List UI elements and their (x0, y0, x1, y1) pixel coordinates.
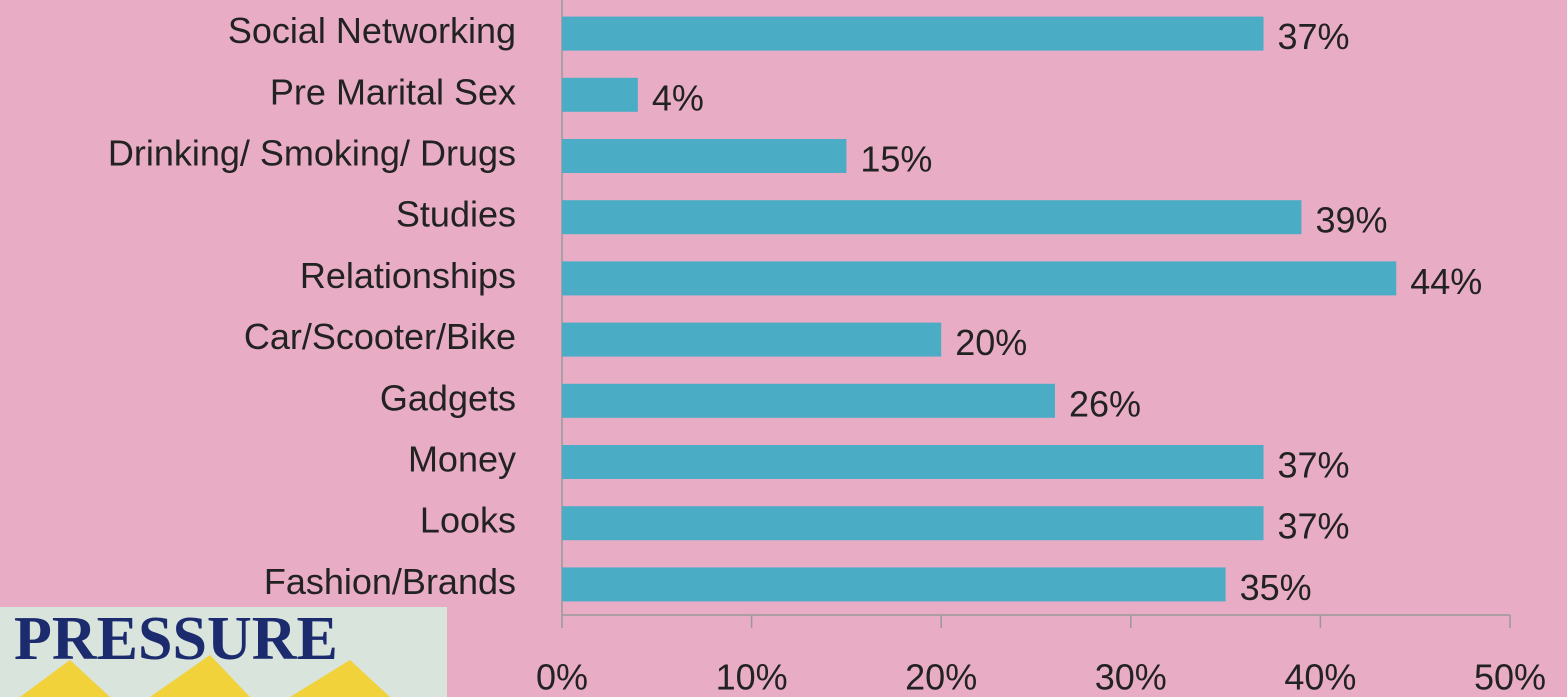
y-tick-label: Relationships (300, 255, 516, 296)
y-tick-label: Pre Marital Sex (270, 71, 516, 112)
data-label: 15% (860, 139, 932, 180)
y-tick-label: Social Networking (228, 10, 516, 51)
bar (562, 139, 847, 173)
y-tick-label: Money (408, 439, 516, 480)
data-label: 26% (1069, 383, 1141, 424)
logo-shape (20, 660, 110, 697)
data-label: 37% (1278, 445, 1350, 486)
data-label: 37% (1278, 506, 1350, 547)
x-tick-label: 30% (1095, 657, 1167, 697)
bar (562, 445, 1264, 479)
logo-shape (290, 660, 390, 697)
y-tick-label: Car/Scooter/Bike (244, 316, 516, 357)
bar (562, 16, 1264, 51)
logo: PRESSURE (0, 605, 447, 697)
logo-text: PRESSURE (14, 605, 338, 673)
x-tick-label: 10% (716, 657, 788, 697)
bar (562, 261, 1397, 296)
x-tick-label: 40% (1284, 657, 1356, 697)
y-tick-label: Looks (420, 500, 516, 541)
bar (562, 322, 942, 357)
bar (562, 77, 638, 112)
data-label: 37% (1278, 16, 1350, 57)
logo-shape (150, 655, 250, 697)
bar (562, 200, 1302, 235)
x-tick-label: 50% (1474, 657, 1546, 697)
bar (562, 506, 1264, 541)
y-tick-label: Drinking/ Smoking/ Drugs (108, 133, 516, 174)
y-tick-label: Studies (396, 194, 516, 235)
x-tick-label: 0% (536, 657, 588, 697)
bar (562, 567, 1226, 602)
y-tick-label: Gadgets (380, 377, 516, 418)
data-label: 35% (1240, 567, 1312, 608)
data-label: 4% (652, 77, 704, 118)
data-label: 39% (1315, 200, 1387, 241)
bar (562, 383, 1055, 418)
y-tick-label: Fashion/Brands (264, 561, 516, 602)
x-tick-label: 20% (905, 657, 977, 697)
data-label: 44% (1410, 261, 1482, 302)
data-label: 20% (955, 322, 1027, 363)
